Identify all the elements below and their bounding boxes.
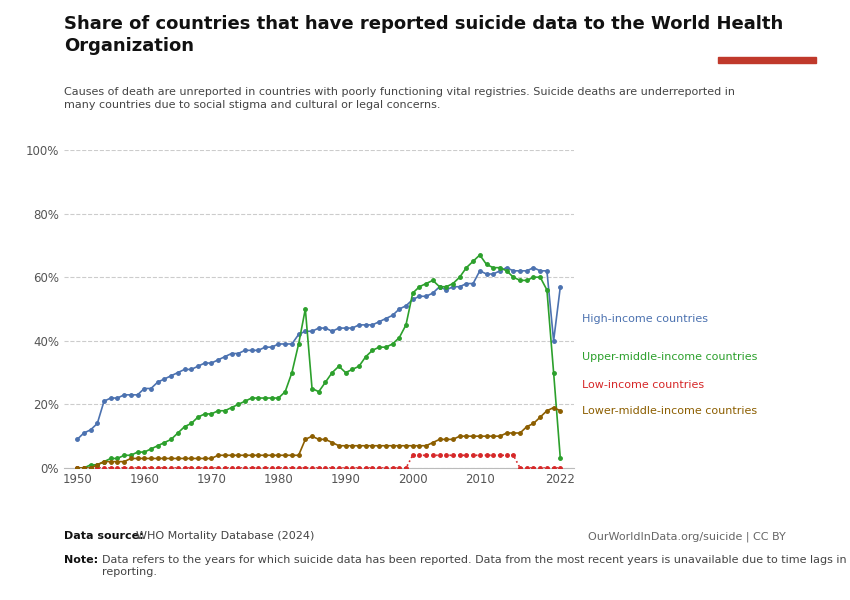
Text: WHO Mortality Database (2024): WHO Mortality Database (2024) bbox=[136, 531, 314, 541]
Text: Low-income countries: Low-income countries bbox=[582, 380, 705, 391]
Text: Our World: Our World bbox=[741, 25, 793, 34]
Text: in Data: in Data bbox=[749, 41, 785, 50]
Text: Share of countries that have reported suicide data to the World Health
Organizat: Share of countries that have reported su… bbox=[64, 15, 783, 55]
Text: OurWorldInData.org/suicide | CC BY: OurWorldInData.org/suicide | CC BY bbox=[588, 531, 786, 541]
Text: Lower-middle-income countries: Lower-middle-income countries bbox=[582, 406, 757, 416]
Bar bbox=[718, 56, 816, 63]
Text: Data refers to the years for which suicide data has been reported. Data from the: Data refers to the years for which suici… bbox=[102, 555, 847, 577]
Text: Data source:: Data source: bbox=[64, 531, 147, 541]
Text: High-income countries: High-income countries bbox=[582, 314, 708, 323]
Text: Note:: Note: bbox=[64, 555, 102, 565]
Text: Upper-middle-income countries: Upper-middle-income countries bbox=[582, 352, 757, 362]
Text: Causes of death are unreported in countries with poorly functioning vital regist: Causes of death are unreported in countr… bbox=[64, 87, 734, 110]
